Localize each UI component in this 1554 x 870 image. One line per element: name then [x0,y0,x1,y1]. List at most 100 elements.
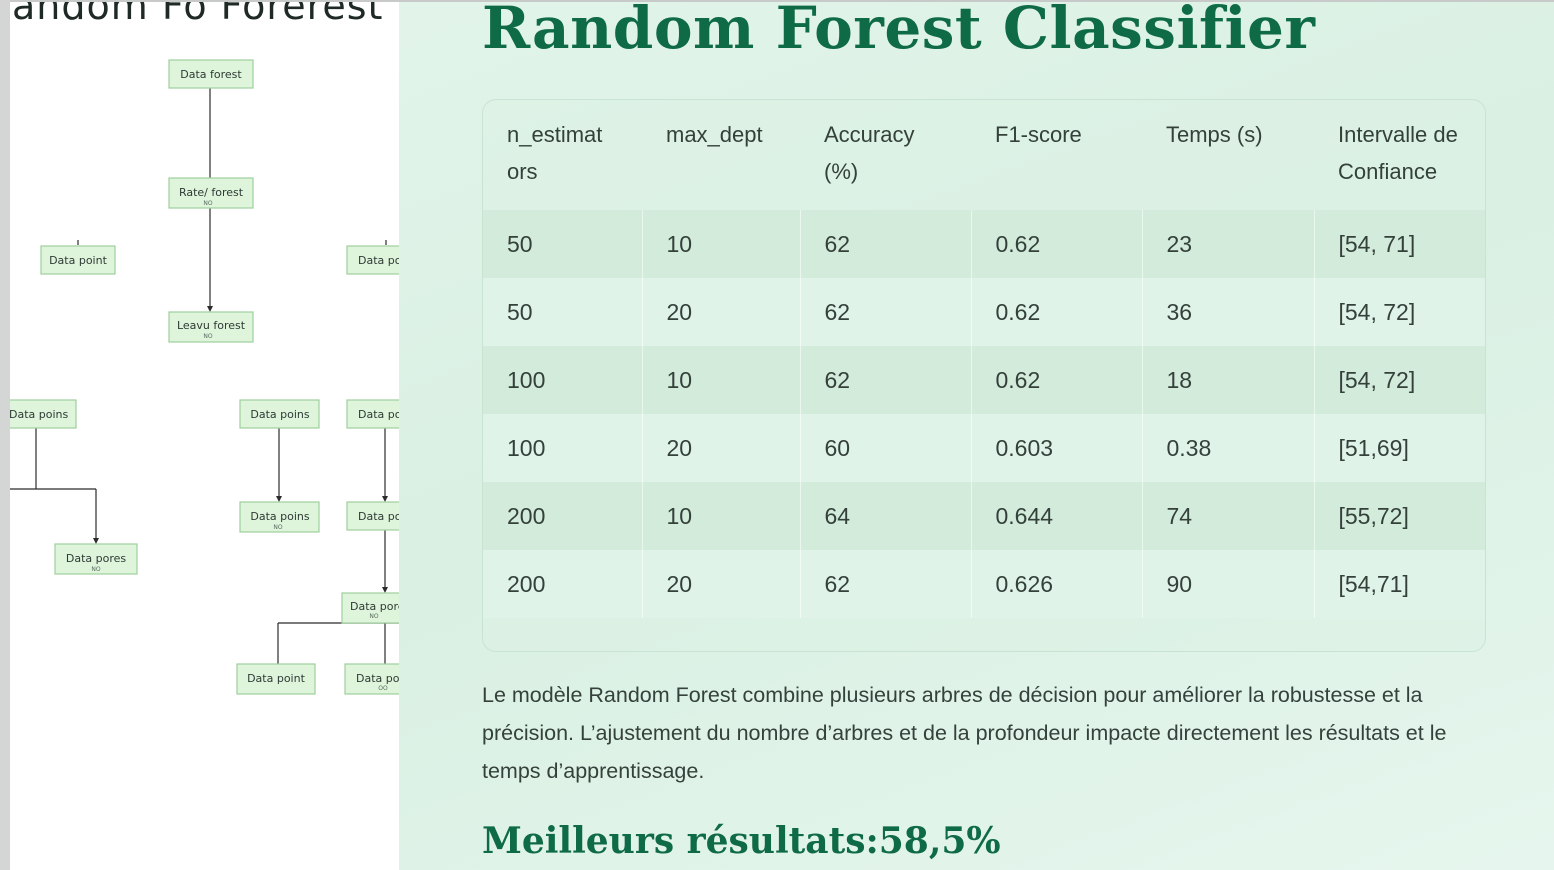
table-row: 200 20 62 0.626 90 [54,71] [483,550,1485,618]
node-data-poins-2: Data poins [239,399,320,429]
cell-max-depth: 10 [642,210,801,278]
cell-time: 0.38 [1142,414,1315,482]
table-header-row: n_estimat ors max_dept Accuracy (%) F1-s… [483,100,1485,210]
diagram-title: andom Fo Forerest [12,2,384,28]
cell-max-depth: 20 [642,414,801,482]
header-max-depth: max_dept [666,122,763,147]
page-title: Random Forest Classifier [482,0,1316,62]
svg-text:Data pore: Data pore [350,600,399,613]
cell-time: 90 [1142,550,1315,618]
diagram-canvas: Data forest Rate/ forest NO Data point D… [10,59,399,695]
node-data-poins-1: Data poins [10,399,77,429]
arrow-right-1 [382,496,388,502]
cell-accuracy: 62 [800,346,972,414]
svg-text:Rate/ forest: Rate/ forest [179,186,244,199]
svg-text:NO: NO [203,200,212,207]
cell-f1-score: 0.62 [971,346,1143,414]
cell-time: 23 [1142,210,1315,278]
cell-n-estimators: 50 [483,278,643,346]
table-row: 50 10 62 0.62 23 [54, 71] [483,210,1485,278]
cell-f1-score: 0.603 [971,414,1143,482]
random-forest-diagram: andom Fo Forerest Data forest [10,2,399,870]
cell-confidence-interval: [54, 72] [1314,346,1485,414]
svg-text:Data pores: Data pores [66,552,127,565]
arrow-right-2 [382,587,388,593]
svg-text:Data poi: Data poi [358,254,399,267]
node-data-point-bottom: Data point [236,663,316,695]
svg-text:Data poins: Data poins [250,510,310,523]
table-row: 100 20 60 0.603 0.38 [51,69] [483,414,1485,482]
header-confidence-interval: Intervalle de Confiance [1338,122,1458,184]
cell-n-estimators: 200 [483,482,643,550]
svg-text:Data poins: Data poins [10,408,69,421]
cell-max-depth: 10 [642,482,801,550]
svg-text:Data point: Data point [49,254,108,267]
arrow-leavu [207,306,213,312]
results-table-card: n_estimat ors max_dept Accuracy (%) F1-s… [482,99,1486,652]
arrow-pores [93,538,99,544]
node-data-poi-3: Data poi [346,399,399,429]
svg-text:Data poi: Data poi [356,672,399,685]
header-n-estimators: n_estimat ors [507,122,603,184]
cell-max-depth: 20 [642,550,801,618]
svg-text:Data poi: Data poi [358,408,399,421]
cell-max-depth: 20 [642,278,801,346]
header-time: Temps (s) [1166,122,1263,147]
cell-confidence-interval: [54,71] [1314,550,1485,618]
node-data-point-right: Data poi [346,245,399,275]
cell-f1-score: 0.62 [971,278,1143,346]
cell-confidence-interval: [54, 72] [1314,278,1485,346]
cell-confidence-interval: [54, 71] [1314,210,1485,278]
svg-text:NO: NO [203,333,212,340]
cell-accuracy: 60 [800,414,972,482]
cell-accuracy: 62 [800,278,972,346]
svg-text:NO: NO [91,566,100,573]
table-row: 200 10 64 0.644 74 [55,72] [483,482,1485,550]
cell-time: 18 [1142,346,1315,414]
node-data-poi-5: Data poi [346,501,399,531]
cell-accuracy: 62 [800,550,972,618]
cell-n-estimators: 100 [483,414,643,482]
node-leavu-forest: Leavu forest NO [168,311,254,343]
node-rate-forest: Rate/ forest NO [168,177,254,209]
svg-text:Data poi: Data poi [358,510,399,523]
cell-confidence-interval: [51,69] [1314,414,1485,482]
cell-n-estimators: 100 [483,346,643,414]
cell-max-depth: 10 [642,346,801,414]
model-description: Le modèle Random Forest combine plusieur… [482,683,1447,783]
cell-n-estimators: 50 [483,210,643,278]
best-result-heading: Meilleurs résultats:58,5% [482,820,1001,862]
cell-f1-score: 0.626 [971,550,1143,618]
cell-f1-score: 0.644 [971,482,1143,550]
svg-text:OO: OO [378,685,388,692]
node-data-poins-4: Data poins NO [239,501,320,533]
node-data-point-left: Data point [40,245,116,275]
svg-text:Data poins: Data poins [250,408,310,421]
header-f1-score: F1-score [995,122,1082,147]
table-row: 50 20 62 0.62 36 [54, 72] [483,278,1485,346]
content-panel: Random Forest Classifier n_estimat ors m… [399,0,1554,870]
node-data-poi-bottom: Data poi OO [344,663,399,695]
arrow-mid [276,496,282,502]
svg-text:NO: NO [369,613,378,620]
node-data-forest: Data forest [168,59,254,89]
cell-time: 36 [1142,278,1315,346]
results-table: n_estimat ors max_dept Accuracy (%) F1-s… [483,100,1485,618]
header-accuracy: Accuracy (%) [824,122,915,184]
node-data-pore-2: Data pore NO [341,592,399,624]
top-divider [10,0,1554,2]
cell-f1-score: 0.62 [971,210,1143,278]
window-left-edge [0,0,10,870]
svg-text:Data forest: Data forest [180,68,242,81]
diagram-edges [10,88,399,664]
cell-n-estimators: 200 [483,550,643,618]
cell-accuracy: 64 [800,482,972,550]
svg-text:NO: NO [273,524,282,531]
cell-time: 74 [1142,482,1315,550]
cell-confidence-interval: [55,72] [1314,482,1485,550]
table-row: 100 10 62 0.62 18 [54, 72] [483,346,1485,414]
node-data-pores-1: Data pores NO [54,543,138,575]
cell-accuracy: 62 [800,210,972,278]
svg-text:Leavu forest: Leavu forest [177,319,246,332]
svg-text:Data point: Data point [247,672,306,685]
